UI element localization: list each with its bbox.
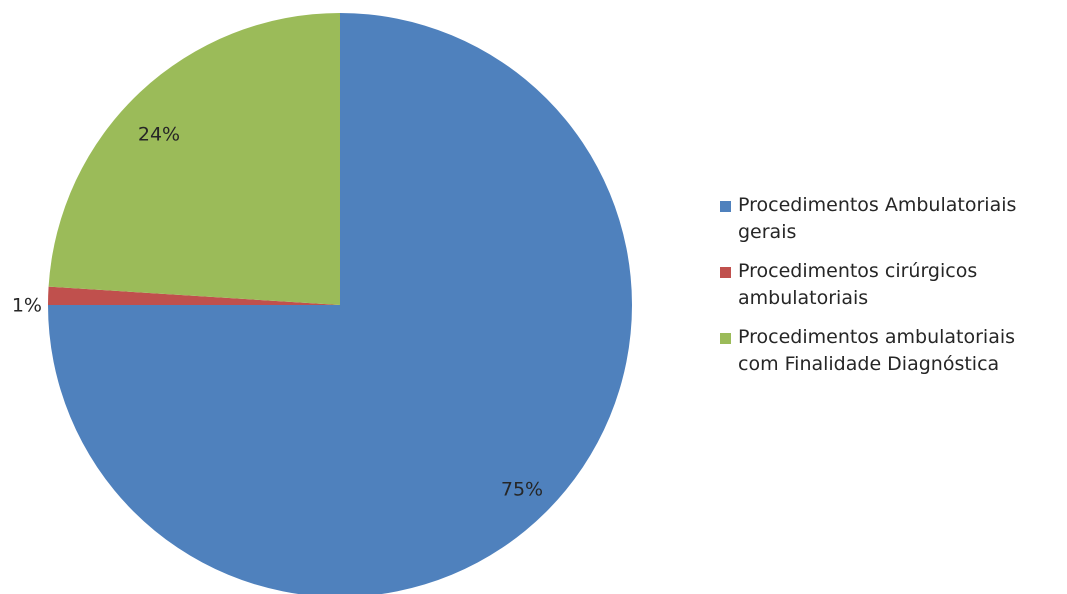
data-label-cirurgicos-ambulatoriais: 1% — [12, 295, 42, 317]
legend-label: Procedimentos cirúrgicos ambulatoriais — [738, 260, 978, 309]
pie-slice-cirurgicos-ambulatoriais — [48, 286, 340, 305]
legend-swatch-red — [720, 267, 731, 278]
pie-slice-ambulatoriais-gerais — [48, 13, 632, 594]
data-label-finalidade-diagnostica: 24% — [138, 124, 180, 146]
legend-swatch-blue — [720, 201, 731, 212]
pie-slice-finalidade-diagnostica — [48, 13, 340, 305]
legend-swatch-green — [720, 333, 731, 344]
data-label-ambulatoriais-gerais: 75% — [501, 479, 543, 501]
legend-item-ambulatoriais-gerais: Procedimentos Ambulatoriais gerais — [720, 192, 1060, 246]
legend-label: Procedimentos Ambulatoriais gerais — [738, 194, 1017, 243]
legend-label: Procedimentos ambulatoriais com Finalida… — [738, 326, 1016, 375]
legend-item-finalidade-diagnostica: Procedimentos ambulatoriais com Finalida… — [720, 324, 1060, 378]
legend-item-cirurgicos-ambulatoriais: Procedimentos cirúrgicos ambulatoriais — [720, 258, 1060, 312]
chart-legend: Procedimentos Ambulatoriais gerais Proce… — [720, 192, 1060, 390]
